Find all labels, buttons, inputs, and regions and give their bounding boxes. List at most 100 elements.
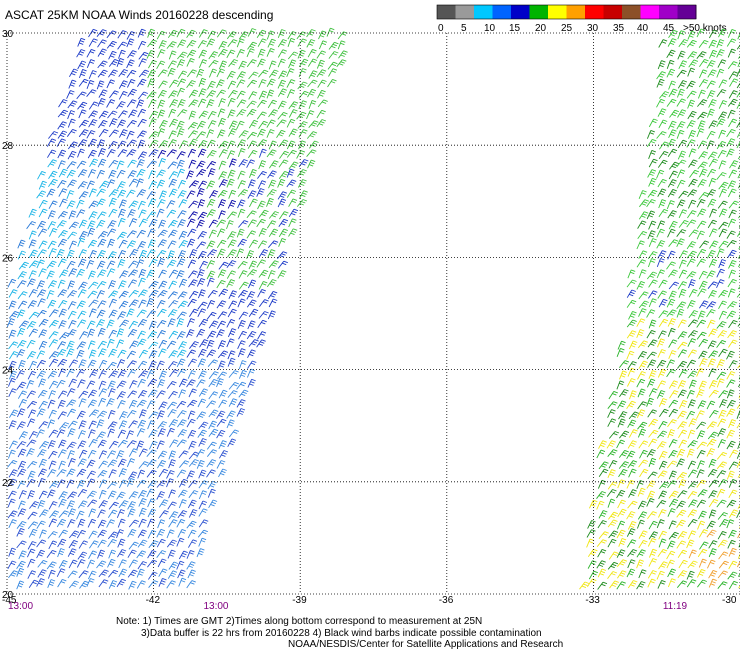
wind-barb [718,348,728,358]
wind-barb [108,208,118,218]
wind-barb [126,99,137,108]
wind-barb [87,220,96,230]
wind-barb [128,491,139,500]
wind-barb [687,481,698,489]
wind-barb [647,339,658,348]
wind-barb [688,499,698,508]
wind-barb [187,499,197,509]
wind-barb [127,88,137,97]
wind-barb [258,79,267,88]
wind-barb [108,280,117,289]
wind-barb [677,319,687,328]
wind-barb [708,498,719,508]
wind-barb [718,188,728,198]
wind-barb [227,39,238,48]
wind-barb [47,149,57,158]
wind-barb [689,169,699,178]
wind-barb [667,419,677,428]
wind-barb [718,259,727,269]
wind-barb [257,38,267,47]
wind-barb [87,290,98,299]
wind-barb [696,430,706,440]
wind-barb [687,210,697,219]
wind-barb [698,510,707,520]
wind-barb [598,440,607,449]
wind-barb [57,479,66,489]
wind-barb [158,157,167,167]
wind-barb [727,218,737,228]
wind-barb [656,240,666,249]
wind-barb [629,390,637,400]
wind-barb [716,140,727,150]
wind-barb [699,58,709,68]
wind-barb [717,539,728,548]
wind-barb [268,60,277,70]
wind-barb [199,29,208,38]
wind-barb [197,529,208,538]
wind-barb [667,540,676,550]
wind-barb [97,60,108,69]
wind-barb [76,160,87,169]
wind-barb [108,69,118,78]
wind-barb [708,569,718,579]
wind-barb [68,378,77,388]
colorbar-swatch [474,5,493,19]
wind-barb [608,431,620,439]
wind-barb [639,449,648,459]
wind-barb [646,351,657,360]
wind-barb [286,79,296,88]
wind-barb [38,318,49,327]
wind-barb [68,79,77,89]
wind-barb [636,259,647,268]
wind-barb [299,190,308,199]
wind-barb [27,300,37,309]
wind-barb [127,508,136,518]
wind-barb [696,331,707,340]
wind-barb [687,199,697,209]
wind-barb [718,111,728,120]
wind-barb [226,318,236,328]
wind-barb [166,340,177,349]
wind-barb [309,140,319,149]
wind-barb [36,289,47,298]
wind-barb [248,239,259,249]
wind-barb [138,289,148,298]
wind-barb [47,299,57,309]
wind-barb [26,320,37,330]
wind-barb [668,470,677,480]
wind-barb [37,298,46,307]
wind-barb [648,520,658,530]
wind-barb [236,408,246,417]
wind-barb [228,290,237,299]
wind-barb [206,260,216,269]
wind-barb [686,570,695,580]
wind-barb [666,550,676,560]
wind-barb [236,99,247,108]
wind-barb [97,48,107,57]
wind-barb [57,289,68,298]
wind-barb [206,299,216,309]
wind-barb [48,339,59,348]
wind-barb [46,270,55,280]
wind-barb [177,419,187,428]
wind-barb [217,269,227,278]
wind-barb [297,38,307,47]
wind-barb [246,210,257,219]
wind-barb [167,361,178,369]
wind-barb [156,30,166,40]
wind-barb [158,40,167,49]
wind-barb [587,548,598,557]
wind-barb [697,179,707,188]
wind-barb [116,450,125,460]
wind-barb [716,68,725,78]
wind-barb [196,548,205,558]
wind-barb [729,160,739,169]
wind-barb [288,208,299,218]
wind-barb [727,61,738,70]
wind-barb [698,79,709,88]
wind-barb [638,291,649,300]
wind-barb [717,581,728,589]
wind-barb [666,261,676,270]
wind-barb [227,308,237,318]
wind-barb [626,350,635,360]
